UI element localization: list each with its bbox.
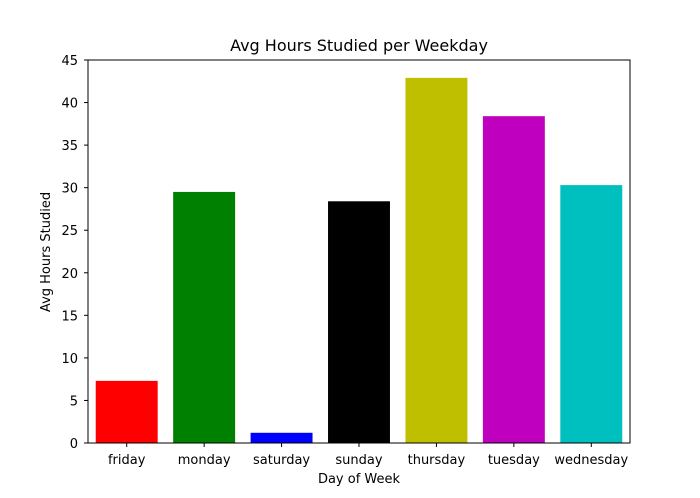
x-tick-label: wednesday xyxy=(554,453,628,468)
bars-group xyxy=(95,77,623,444)
x-tick-label: friday xyxy=(108,453,146,468)
y-tick-label: 0 xyxy=(70,437,78,452)
y-tick-label: 20 xyxy=(61,267,78,282)
plot-frame xyxy=(87,59,631,444)
y-tick-label: 15 xyxy=(61,309,78,324)
bar-tuesday xyxy=(482,116,545,444)
y-tick-label: 10 xyxy=(61,352,78,367)
bar-wednesday xyxy=(560,185,623,444)
y-tick-label: 35 xyxy=(61,139,78,154)
x-tick-label: saturday xyxy=(253,453,310,468)
x-axis-label: Day of Week xyxy=(318,472,401,487)
bar-thursday xyxy=(405,77,468,444)
y-tick-label: 45 xyxy=(61,54,78,69)
bar-friday xyxy=(95,380,158,443)
y-tick-label: 5 xyxy=(70,394,78,409)
chart-title: Avg Hours Studied per Weekday xyxy=(230,36,488,55)
bar-saturday xyxy=(250,432,313,443)
x-tick-label: sunday xyxy=(335,453,382,468)
y-tick-label: 25 xyxy=(61,224,78,239)
x-tick-label: tuesday xyxy=(488,453,540,468)
x-axis-ticks: friday monday saturday sunday thursday tuesda… xyxy=(108,443,628,468)
y-axis-label: Avg Hours Studied xyxy=(39,192,54,312)
x-tick-label: monday xyxy=(178,453,231,468)
y-axis-ticks: 0 5 10 15 20 25 30 35 40 45 xyxy=(61,54,88,452)
bar-sunday xyxy=(328,201,390,443)
y-tick-label: 30 xyxy=(61,182,78,197)
x-tick-label: thursday xyxy=(408,453,466,468)
bar-monday xyxy=(173,191,236,443)
y-tick-label: 40 xyxy=(61,97,78,112)
